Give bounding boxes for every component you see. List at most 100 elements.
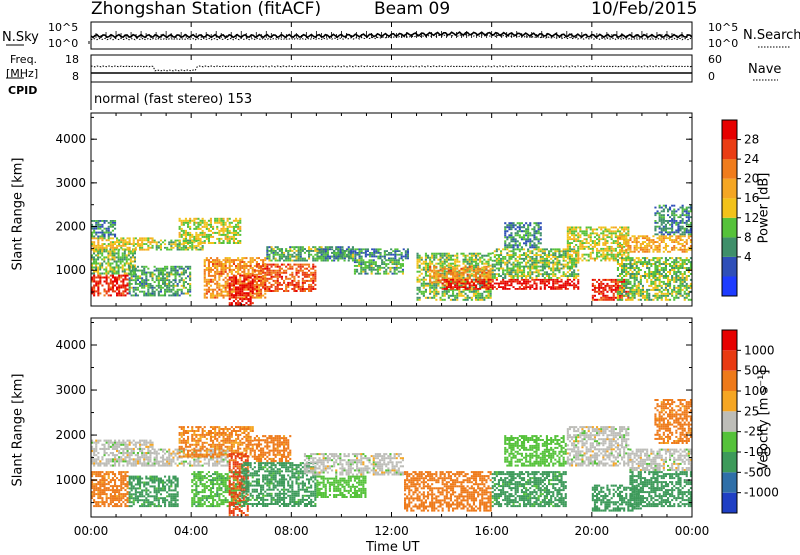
heatmap-cell xyxy=(308,258,310,260)
heatmap-cell xyxy=(494,277,496,279)
heatmap-cell xyxy=(156,275,158,277)
heatmap-cell xyxy=(444,259,446,261)
heatmap-cell xyxy=(519,254,521,256)
heatmap-cell xyxy=(340,250,342,252)
heatmap-cell xyxy=(202,222,204,224)
heatmap-cell xyxy=(423,295,425,297)
heatmap-cell xyxy=(467,283,469,285)
heatmap-cell xyxy=(187,291,189,293)
heatmap-cell xyxy=(239,242,241,244)
heatmap-cell xyxy=(429,270,431,272)
heatmap-cell xyxy=(189,283,191,285)
heatmap-cell xyxy=(569,262,571,264)
heatmap-cell xyxy=(469,268,471,270)
heatmap-cell xyxy=(233,289,235,291)
heatmap-cell xyxy=(615,242,617,244)
heatmap-cell xyxy=(191,243,193,245)
heatmap-cell xyxy=(475,291,477,293)
heatmap-cell xyxy=(147,268,149,270)
heatmap-cell xyxy=(548,264,550,266)
heatmap-cell xyxy=(533,266,535,268)
heatmap-cell xyxy=(312,288,314,290)
heatmap-cell xyxy=(225,238,227,240)
heatmap-cell xyxy=(162,241,164,243)
heatmap-cell xyxy=(95,263,97,265)
heatmap-cell xyxy=(218,293,220,295)
heatmap-cell xyxy=(377,258,379,260)
heatmap-cell xyxy=(225,259,227,261)
heatmap-cell xyxy=(156,243,158,245)
heatmap-cell xyxy=(588,260,590,262)
heatmap-cell xyxy=(223,240,225,242)
heatmap-cell xyxy=(156,289,158,291)
heatmap-cell xyxy=(467,297,469,299)
heatmap-cell xyxy=(239,220,241,222)
heatmap-cell xyxy=(371,252,373,254)
heatmap-cell xyxy=(95,247,97,249)
heatmap-cell xyxy=(172,279,174,281)
heatmap-cell xyxy=(177,270,179,272)
heatmap-cell xyxy=(546,254,548,256)
heatmap-cell xyxy=(423,279,425,281)
heatmap-cell xyxy=(237,288,239,290)
heatmap-cell xyxy=(429,291,431,293)
heatmap-cell xyxy=(640,249,642,251)
heatmap-cell xyxy=(377,252,379,254)
heatmap-cell xyxy=(312,264,314,266)
heatmap-cell xyxy=(350,250,352,252)
heatmap-cell xyxy=(492,268,494,270)
heatmap-cell xyxy=(170,245,172,247)
heatmap-cell xyxy=(118,277,120,279)
heatmap-cell xyxy=(95,250,97,252)
heatmap-cell xyxy=(435,295,437,297)
heatmap-cell xyxy=(185,238,187,240)
heatmap-cell xyxy=(275,252,277,254)
heatmap-cell xyxy=(433,281,435,283)
heatmap-cell xyxy=(527,275,529,277)
heatmap-cell xyxy=(296,258,298,260)
heatmap-cell xyxy=(127,292,129,294)
heatmap-cell xyxy=(471,291,473,293)
heatmap-cell xyxy=(508,258,510,260)
heatmap-cell xyxy=(609,260,611,262)
heatmap-cell xyxy=(187,222,189,224)
heatmap-cell xyxy=(667,237,669,239)
heatmap-cell xyxy=(128,254,130,256)
heatmap-cell xyxy=(114,281,116,283)
heatmap-cell xyxy=(225,287,227,289)
heatmap-cell xyxy=(95,261,97,263)
heatmap-cell xyxy=(558,256,560,258)
heatmap-cell xyxy=(623,230,625,232)
heatmap-cell xyxy=(536,238,538,240)
heatmap-cell xyxy=(227,283,229,285)
heatmap-cell xyxy=(384,258,386,260)
heatmap-cell xyxy=(321,260,323,262)
heatmap-cell xyxy=(245,263,247,265)
heatmap-cell xyxy=(101,247,103,249)
heatmap-cell xyxy=(285,258,287,260)
heatmap-cell xyxy=(166,268,168,270)
heatmap-cell xyxy=(310,288,312,290)
heatmap-cell xyxy=(554,248,556,250)
heatmap-cell xyxy=(262,268,264,270)
heatmap-cell xyxy=(214,218,216,220)
heatmap-cell xyxy=(296,282,298,284)
heatmap-cell xyxy=(405,258,407,260)
heatmap-cell xyxy=(525,256,527,258)
heatmap-cell xyxy=(243,263,245,265)
heatmap-cell xyxy=(214,271,216,273)
heatmap-cell xyxy=(229,282,231,284)
heatmap-cell xyxy=(394,256,396,258)
heatmap-cell xyxy=(331,252,333,254)
heatmap-cell xyxy=(229,232,231,234)
heatmap-cell xyxy=(403,256,405,258)
heatmap-cell xyxy=(508,260,510,262)
heatmap-cell xyxy=(275,246,277,248)
heatmap-cell xyxy=(567,246,569,248)
heatmap-cell xyxy=(615,291,617,293)
heatmap-cell xyxy=(584,234,586,236)
heatmap-cell xyxy=(340,248,342,250)
heatmap-cell xyxy=(195,236,197,238)
heatmap-cell xyxy=(529,269,531,271)
heatmap-cell xyxy=(95,267,97,269)
